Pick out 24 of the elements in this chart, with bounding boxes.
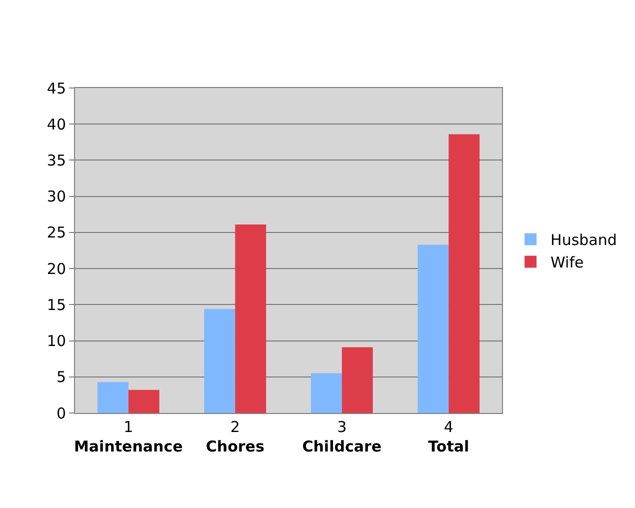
y-tick-label: 15 (46, 296, 66, 314)
y-tick-label: 25 (46, 224, 66, 242)
x-tick-label: 4 Total (428, 418, 470, 456)
bar (204, 309, 236, 413)
bar (128, 390, 160, 413)
y-tick-label: 30 (46, 188, 66, 206)
bar (310, 373, 342, 413)
y-tick-label: 5 (56, 368, 66, 386)
legend-label: Wife (550, 254, 584, 272)
y-tick-label: 45 (46, 79, 66, 98)
y-tick-label: 20 (46, 260, 66, 278)
x-tick-label: 3 Childcare (302, 418, 382, 456)
bar (418, 244, 449, 413)
bar (342, 347, 373, 413)
y-tick-label: 0 (56, 404, 66, 422)
x-tick-label: 2 Chores (206, 418, 264, 456)
bar (448, 134, 480, 413)
legend-label: Husband (550, 231, 617, 250)
bar (97, 382, 128, 413)
y-tick-label: 35 (46, 151, 66, 170)
x-tick-label: 1 Maintenance (74, 418, 183, 456)
y-tick-label: 40 (46, 115, 66, 134)
y-tick-label: 10 (46, 332, 66, 350)
bar (235, 224, 266, 413)
